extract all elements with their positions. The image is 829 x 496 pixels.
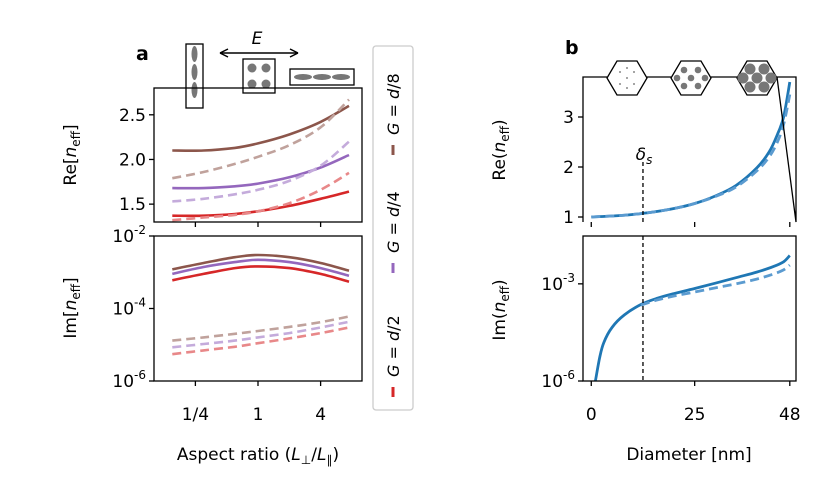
panel-a: a E 1.5 2.0 2.5 Re[neff] <box>61 29 414 467</box>
legend-item-g-d-8: G = d/8 <box>384 73 403 155</box>
panel-a-re-series-g-d-4 <box>172 153 350 190</box>
panel-b-re-subplot: 1 2 3 Re(neff) δs <box>490 76 797 228</box>
panel-a-im-ytick: 10-4 <box>112 296 146 320</box>
panel-b-re-ytick: 1 <box>563 208 574 228</box>
panel-b-im-subplot: 10-6 10-3 0 25 48 Im(neff) <box>490 235 801 425</box>
panel-b-im-series-solid <box>594 254 791 381</box>
panel-a-im-subplot: 10-6 10-4 10-2 1/4 1 4 Im[neff] <box>61 223 363 425</box>
panel-b-xtick: 25 <box>684 405 706 425</box>
panel-a-re-subplot: 1.5 2.0 2.5 Re[neff] <box>61 87 363 227</box>
panel-a-im-series-g-d-8 <box>172 253 350 272</box>
panel-a-re-series-g-d-8-dashed- <box>172 98 350 180</box>
panel-a-im-series-g-d-4 <box>172 258 350 278</box>
panel-a-xtick: 1/4 <box>182 405 209 425</box>
panel-b-re-ylabel: Re(neff) <box>490 119 512 180</box>
panel-b-re-series-solid <box>591 81 792 219</box>
panel-b-re-series-dashed <box>591 94 792 219</box>
e-field-label: E <box>252 29 263 49</box>
panel-b-im-ytick: 10-3 <box>541 271 575 295</box>
panel-b-xtick: 48 <box>779 405 801 425</box>
panel-b-xlabel: Diameter [nm] <box>626 445 751 465</box>
panel-a-im-ytick: 10-2 <box>112 223 146 247</box>
square-particle-array-icon <box>242 58 276 94</box>
panel-a-im-series-g-d-2-dashed- <box>172 326 350 356</box>
svg-text:G = d/2: G = d/2 <box>384 315 403 377</box>
panel-a-re-series-g-d-8 <box>172 104 350 153</box>
legend-item-g-d-2: G = d/2 <box>384 315 403 397</box>
svg-text:G = d/8: G = d/8 <box>384 73 403 135</box>
panel-a-re-series-g-d-4-dashed- <box>172 140 350 203</box>
panel-a-label: a <box>136 43 149 65</box>
panel-a-xtick: 4 <box>315 405 326 425</box>
panel-a-im-series-g-d-4-dashed- <box>172 320 350 349</box>
panel-a-im-series-g-d-2 <box>172 265 350 283</box>
svg-text:G = d/4: G = d/4 <box>384 191 403 253</box>
panel-a-re-series-g-d-2 <box>172 190 350 218</box>
panel-a-re-ytick: 2.0 <box>119 150 146 170</box>
panel-b-label: b <box>565 37 579 59</box>
panel-a-im-series-g-d-8-dashed- <box>172 315 350 342</box>
panel-a-re-ytick: 1.5 <box>119 195 146 215</box>
legend-item-g-d-4: G = d/4 <box>384 191 403 273</box>
panel-a-schematic: E <box>185 29 355 109</box>
panel-a-xlabel: Aspect ratio (L⊥/L∥) <box>177 445 339 467</box>
panel-a-xtick: 1 <box>253 405 264 425</box>
panel-b-im-ytick: 10-6 <box>541 368 575 392</box>
panel-a-re-ylabel: Re[neff] <box>61 124 83 185</box>
panel-b-re-ytick: 3 <box>563 108 574 128</box>
panel-a-re-series-g-d-2-dashed- <box>172 171 350 222</box>
panel-a-im-ylabel: Im[neff] <box>61 277 83 338</box>
panel-b-im-ylabel: Im(neff) <box>490 279 512 340</box>
skin-depth-label: δs <box>636 145 653 167</box>
panel-a-re-ytick: 2.5 <box>119 106 146 126</box>
panel-b-im-series-dashed <box>640 264 791 307</box>
panel-b-xtick: 0 <box>586 405 597 425</box>
panel-b: b 1 2 3 Re(neff) δs <box>490 37 801 465</box>
panel-b-schematic <box>606 60 778 96</box>
panel-b-re-ytick: 2 <box>563 158 574 178</box>
panel-a-legend: G = d/2 G = d/4 G = d/8 <box>372 45 414 411</box>
panel-a-im-ytick: 10-6 <box>112 368 146 392</box>
